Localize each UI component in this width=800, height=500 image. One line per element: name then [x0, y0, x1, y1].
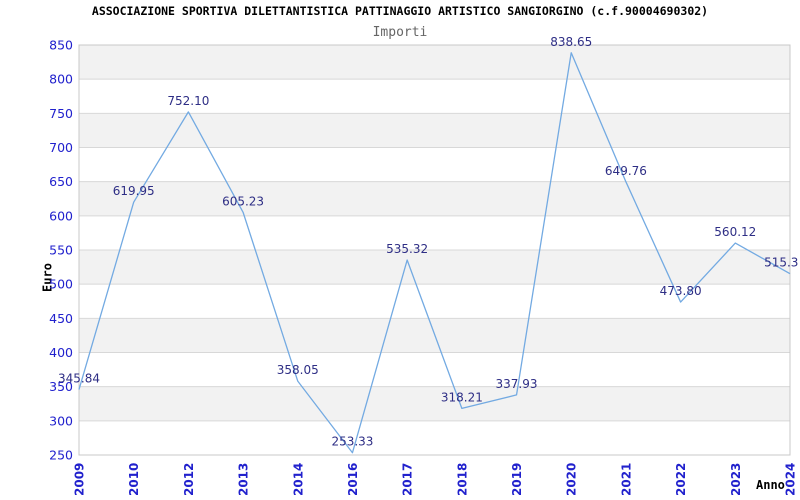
x-tick-label: 2021 — [619, 463, 633, 496]
x-tick-label: 2024 — [784, 463, 798, 496]
data-point-label: 473.80 — [660, 284, 702, 298]
data-point-label: 605.23 — [222, 194, 264, 208]
y-tick-label: 250 — [49, 448, 73, 463]
x-tick-label: 2014 — [291, 463, 305, 496]
grid-band — [79, 181, 790, 216]
data-point-label: 515.3 — [764, 256, 798, 270]
y-tick-label: 500 — [49, 277, 73, 292]
data-point-label: 318.21 — [441, 390, 483, 404]
data-point-label: 838.65 — [550, 35, 592, 49]
x-axis-title: Anno — [756, 478, 785, 492]
x-tick-label: 2010 — [127, 463, 141, 496]
y-tick-label: 450 — [49, 311, 73, 326]
data-point-label: 337.93 — [496, 377, 538, 391]
y-tick-label: 750 — [49, 106, 73, 121]
y-tick-label: 600 — [49, 208, 73, 223]
x-tick-label: 2013 — [237, 463, 251, 496]
x-tick-label: 2020 — [565, 463, 579, 496]
data-point-label: 345.84 — [58, 372, 100, 386]
chart-subtitle: Importi — [372, 25, 428, 40]
x-tick-label: 2017 — [401, 463, 415, 496]
x-tick-label: 2022 — [674, 463, 688, 496]
grid-band — [79, 45, 790, 80]
grid-band — [79, 113, 790, 148]
y-tick-label: 800 — [49, 72, 73, 87]
grid-band — [79, 386, 790, 421]
x-tick-label: 2009 — [73, 463, 87, 496]
x-tick-label: 2023 — [729, 463, 743, 496]
series-line — [78, 52, 791, 454]
data-point-label: 752.10 — [167, 94, 209, 108]
x-tick-label: 2012 — [182, 463, 196, 496]
data-point-label: 253.33 — [331, 435, 373, 449]
y-tick-label: 350 — [49, 379, 73, 394]
data-point-label: 535.32 — [386, 242, 428, 256]
x-tick-label: 2019 — [510, 463, 524, 496]
y-tick-label: 850 — [49, 38, 73, 53]
chart-main-title: ASSOCIAZIONE SPORTIVA DILETTANTISTICA PA… — [91, 4, 709, 18]
y-tick-label: 700 — [49, 140, 73, 155]
data-point-label: 619.95 — [113, 184, 155, 198]
grid-band — [79, 250, 790, 285]
y-tick-label: 550 — [49, 243, 73, 258]
x-tick-label: 2018 — [455, 463, 469, 496]
y-tick-label: 400 — [49, 345, 73, 360]
x-tick-label: 2016 — [346, 463, 360, 496]
data-point-label: 358.05 — [277, 363, 319, 377]
y-tick-label: 300 — [49, 413, 73, 428]
plot-border — [78, 44, 791, 456]
y-tick-label: 650 — [49, 174, 73, 189]
data-point-label: 560.12 — [714, 225, 756, 239]
data-point-label: 649.76 — [605, 164, 647, 178]
